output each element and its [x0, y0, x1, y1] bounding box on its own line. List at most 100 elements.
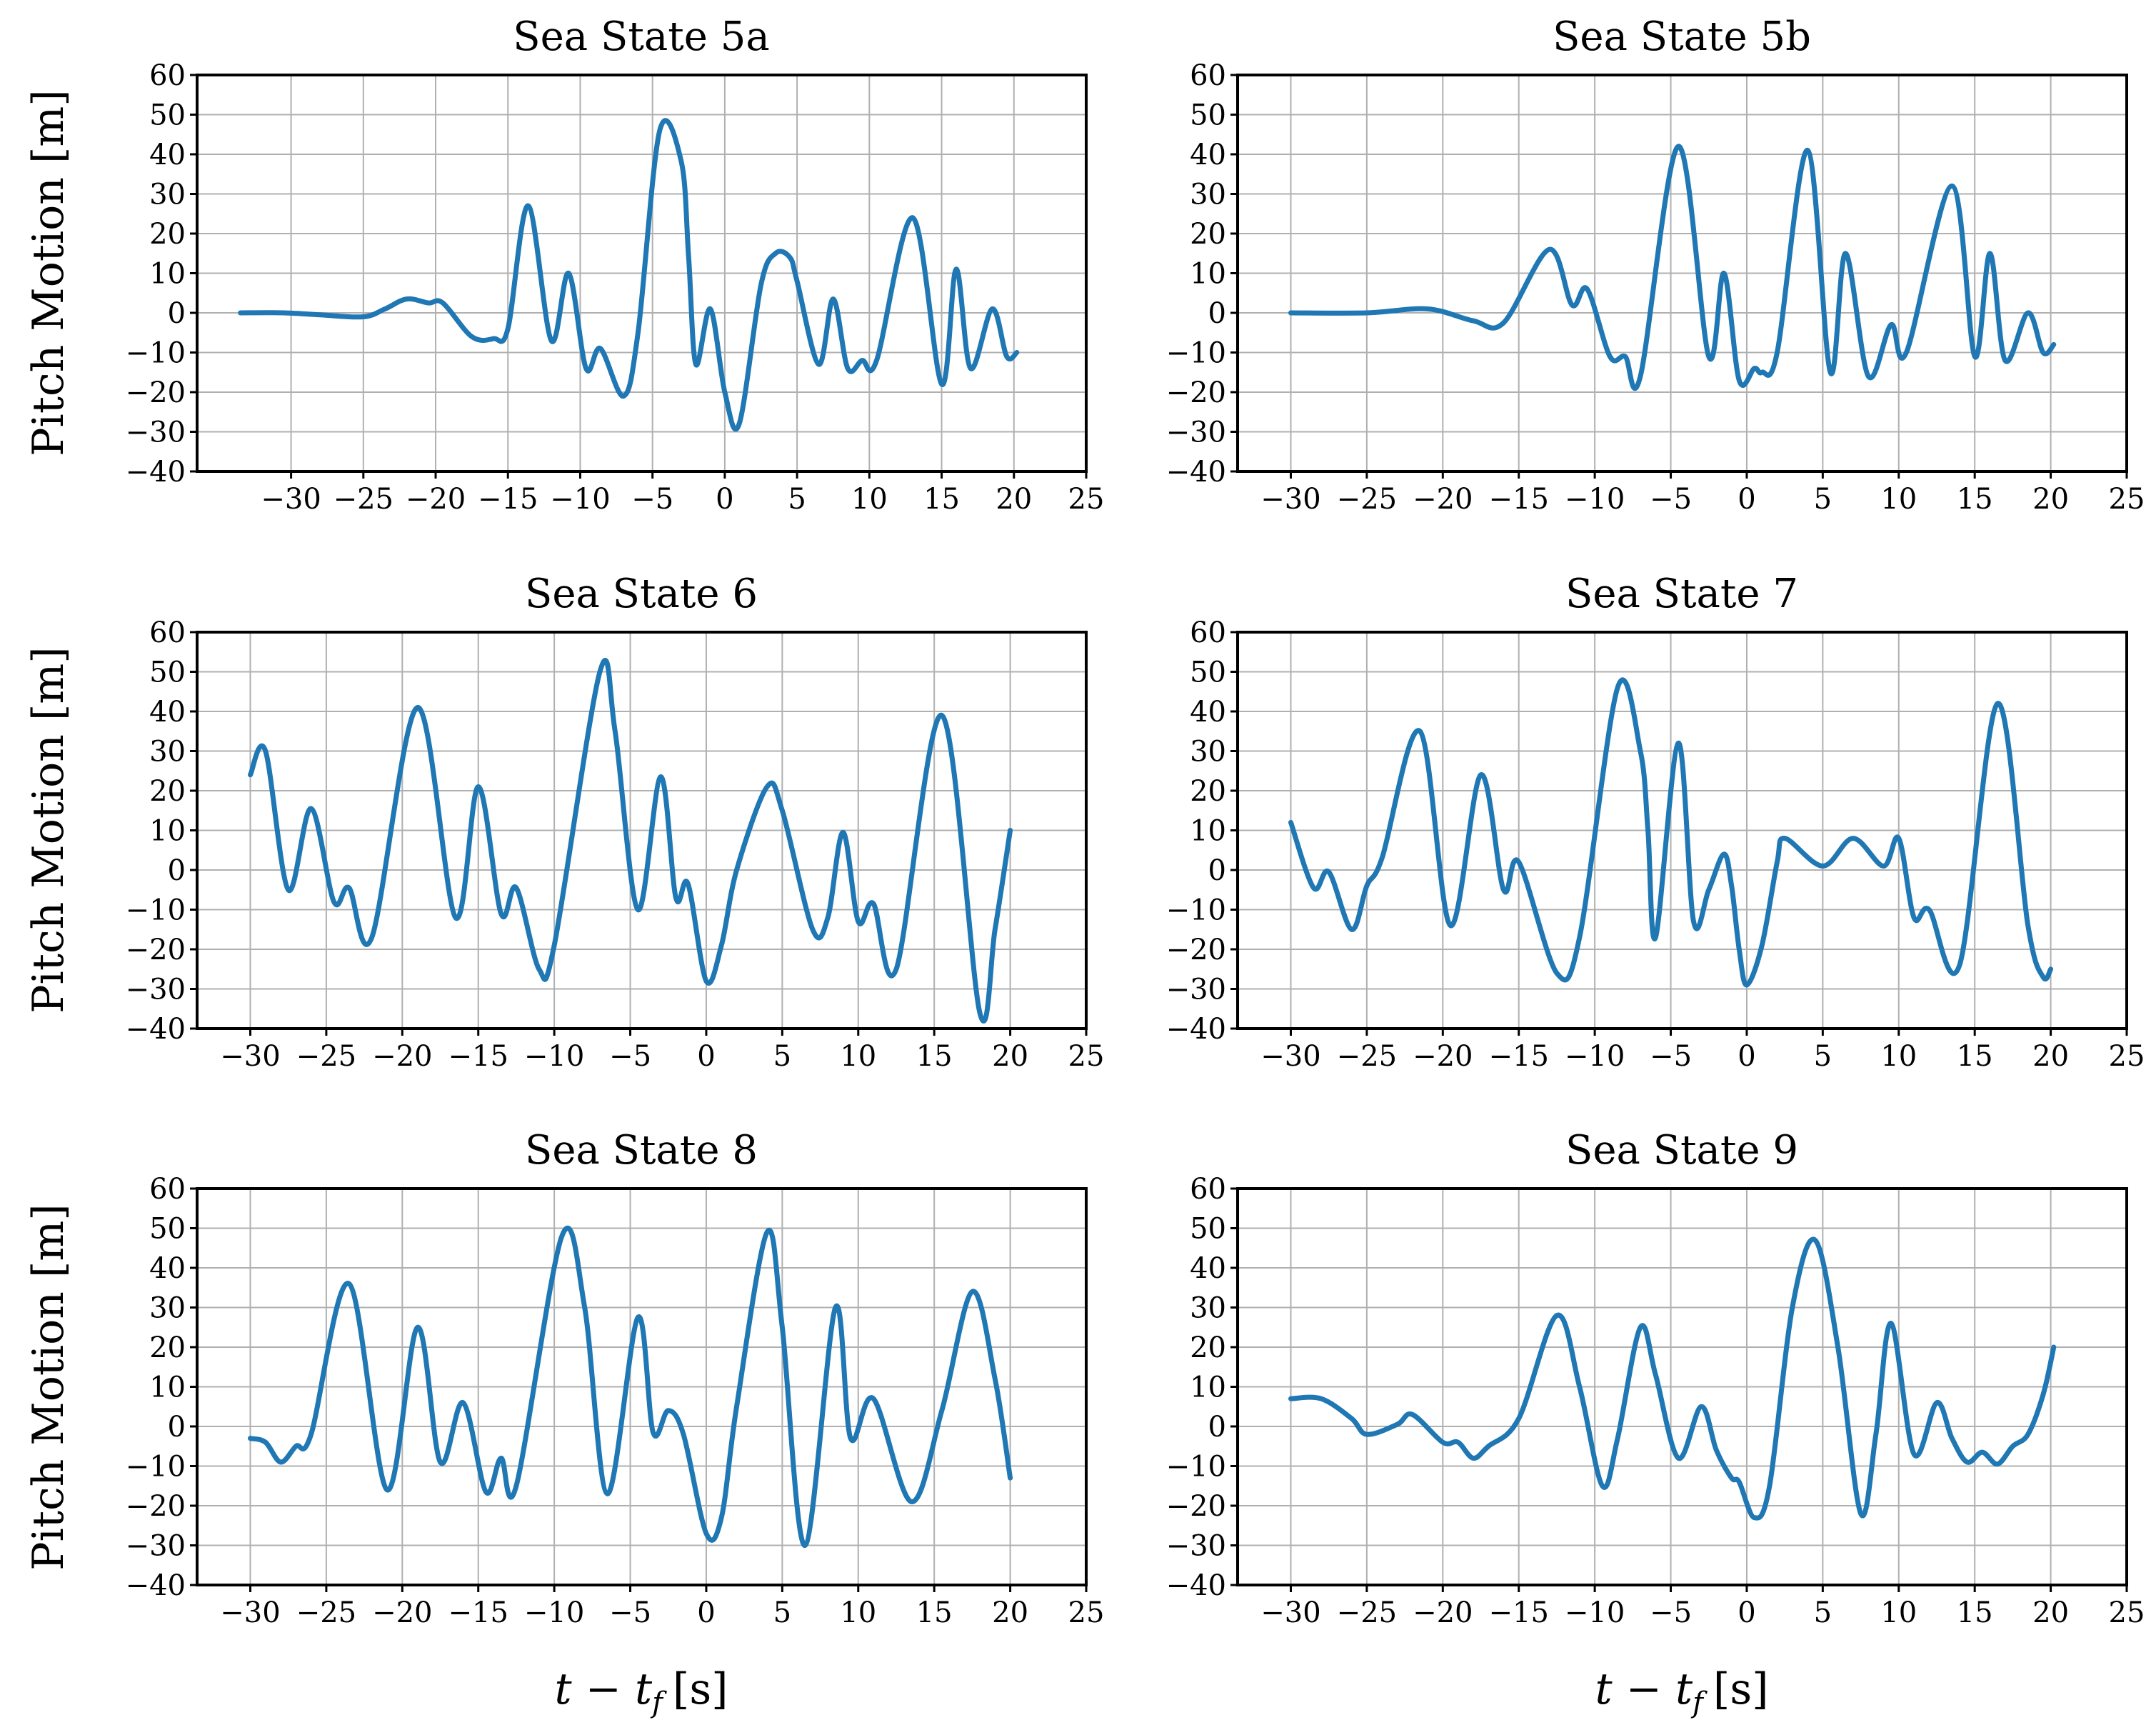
x-tick-label: 0: [1738, 1596, 1755, 1629]
x-tick-label: −10: [550, 483, 610, 516]
x-tick-label: −25: [1337, 1596, 1397, 1629]
y-tick-label: −30: [126, 974, 186, 1006]
x-tick-label: 20: [2032, 483, 2069, 516]
x-tick-label: −5: [631, 483, 673, 516]
panel-title: Sea State 5b: [1553, 14, 1811, 60]
y-tick-label: 50: [149, 656, 186, 689]
y-tick-label: 60: [1190, 59, 1226, 92]
x-axis-label-left: t − tf [s]: [554, 1664, 728, 1719]
panel-title: Sea State 8: [525, 1127, 758, 1174]
x-tick-label: 0: [697, 1040, 715, 1073]
x-tick-label: 20: [2032, 1596, 2069, 1629]
x-axis-label-subscript: f: [650, 1686, 667, 1719]
y-tick-label: 20: [149, 775, 186, 808]
y-tick-label: 50: [149, 99, 186, 132]
panel-sea-state-9: Sea State 9 −30 −25 −20 −15 −10 −5 0 5 10 15 20 25 −…: [1166, 1127, 2145, 1629]
x-tick-label: 10: [1880, 1040, 1917, 1073]
y-tick-label: 0: [1208, 297, 1226, 330]
x-axis-label-main: t − t: [554, 1664, 653, 1714]
panel-title: Sea State 6: [525, 571, 758, 617]
x-tick-label: 15: [916, 1040, 953, 1073]
x-tick-label: 5: [1814, 483, 1832, 516]
panel-sea-state-5a: Sea State 5a −30 −25 −20 −15 −10 −5 0 5 10 15 20 25…: [126, 14, 1105, 516]
x-tick-label: −25: [296, 1040, 356, 1073]
x-tick-label: 20: [992, 1596, 1028, 1629]
y-tick-label: 60: [149, 616, 186, 649]
grid: [197, 631, 1087, 1029]
x-tick-label: 10: [1880, 483, 1917, 516]
series-line-pitch: [1288, 144, 2057, 391]
x-tick-label: −25: [296, 1596, 356, 1629]
y-tick-label: −20: [126, 376, 186, 409]
x-tick-label: −15: [1489, 1596, 1549, 1629]
x-tick-label: 10: [840, 1040, 876, 1073]
y-tick-label: −10: [1166, 1451, 1226, 1484]
y-tick-label: −40: [126, 1013, 186, 1046]
x-tick-label: 0: [1738, 1040, 1755, 1073]
y-axis-label: Pitch Motion [m]: [24, 89, 74, 456]
x-axis-label-main: t − t: [1595, 1664, 1693, 1714]
y-tick-label: −10: [126, 1451, 186, 1484]
grid: [1238, 1188, 2127, 1586]
y-tick-label: 40: [149, 139, 186, 171]
y-tick-label: 20: [1190, 775, 1226, 808]
x-tick-label: 15: [916, 1596, 953, 1629]
y-tick-label: 20: [149, 218, 186, 251]
y-tick-label: 30: [149, 736, 186, 769]
y-tick-label: −30: [1166, 416, 1226, 449]
y-tick-label: 50: [1190, 656, 1226, 689]
x-tick-label: 10: [851, 483, 888, 516]
grid: [197, 1188, 1087, 1586]
y-tick-label: 30: [149, 179, 186, 211]
x-tick-label: 15: [1957, 1040, 1993, 1073]
y-tick-label: −10: [1166, 337, 1226, 370]
y-tick-label: −40: [1166, 456, 1226, 489]
y-tick-label: −20: [1166, 376, 1226, 409]
svg-text:t − tf[s]: t − tf [s]: [1595, 1664, 1768, 1719]
grid: [1238, 631, 2127, 1029]
x-tick-label: 10: [840, 1596, 876, 1629]
x-tick-label: 25: [2109, 1040, 2145, 1073]
y-tick-label: 30: [1190, 1292, 1226, 1325]
x-tick-label: 15: [923, 483, 960, 516]
panel-sea-state-7: Sea State 7 −30 −25 −20 −15 −10 −5 0 5 10 15 20 25 −…: [1166, 571, 2145, 1073]
y-tick-label: −20: [126, 934, 186, 966]
plot-frame: [196, 74, 1088, 473]
y-tick-label: 0: [168, 854, 186, 887]
x-tick-label: 15: [1957, 483, 1993, 516]
x-tick-label: 25: [2109, 1596, 2145, 1629]
y-tick-label: 40: [149, 696, 186, 729]
y-tick-label: −30: [126, 416, 186, 449]
y-tick-label: −40: [1166, 1013, 1226, 1046]
y-tick-label: 30: [1190, 179, 1226, 211]
y-tick-label: 60: [149, 1173, 186, 1206]
x-tick-label: −20: [372, 1040, 432, 1073]
x-tick-label: −5: [609, 1040, 651, 1073]
x-tick-label: 15: [1957, 1596, 1993, 1629]
y-tick-label: 50: [1190, 1213, 1226, 1246]
x-tick-label: 5: [1814, 1040, 1832, 1073]
panel-sea-state-6: Sea State 6 −30 −25 −20 −15 −10 −5 0 5 10 15 20 25 −…: [126, 571, 1105, 1073]
series-line-pitch: [248, 1225, 1013, 1549]
x-tick-label: −5: [1650, 1596, 1692, 1629]
y-tick-label: 0: [168, 297, 186, 330]
x-tick-label: −25: [1337, 1040, 1397, 1073]
x-tick-label: −5: [609, 1596, 651, 1629]
x-tick-label: 0: [716, 483, 733, 516]
x-tick-label: −10: [1565, 1596, 1625, 1629]
x-tick-label: 20: [2032, 1040, 2069, 1073]
y-axis-label: Pitch Motion [m]: [24, 646, 74, 1013]
x-tick-label: −20: [406, 483, 466, 516]
plot-frame: [1236, 74, 2128, 473]
y-axis-label: Pitch Motion [m]: [24, 1204, 74, 1570]
y-tick-label: −20: [1166, 934, 1226, 966]
x-tick-label: 5: [773, 1596, 791, 1629]
y-tick-label: 40: [1190, 1252, 1226, 1285]
y-tick-label: 60: [1190, 616, 1226, 649]
x-tick-label: −30: [1260, 1596, 1320, 1629]
x-tick-label: −10: [524, 1596, 584, 1629]
y-tick-label: 40: [1190, 696, 1226, 729]
x-tick-label: −15: [1489, 483, 1549, 516]
y-tick-label: 60: [1190, 1173, 1226, 1206]
